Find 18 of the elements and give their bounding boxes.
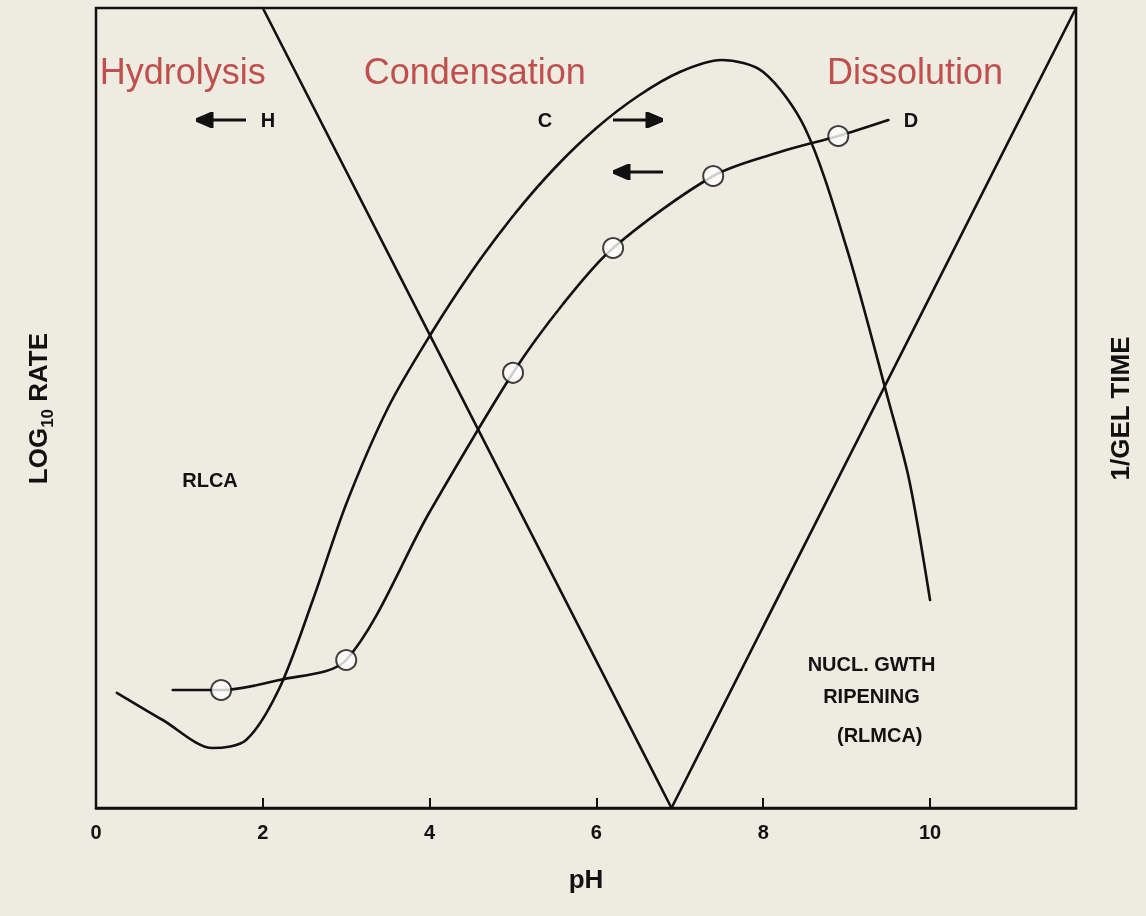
y2-axis-title: 1/GEL TIME	[1104, 336, 1136, 480]
x-tick-label: 0	[90, 821, 102, 843]
x-tick-label: 2	[257, 821, 269, 843]
annotation: Condensation	[363, 51, 586, 93]
annotation: NUCL. GWTH	[807, 652, 936, 676]
annotation: Hydrolysis	[99, 51, 266, 93]
annotation: RIPENING	[823, 685, 920, 709]
annotation: C	[537, 108, 553, 132]
x-tick-label: 4	[424, 821, 437, 843]
x-tick-label: 8	[757, 821, 769, 843]
annotation: D	[903, 108, 919, 132]
x-tick-label: 10	[918, 821, 942, 843]
x-tick-label: 6	[590, 821, 602, 843]
annotation: RLCA	[182, 468, 238, 492]
annotation: (RLMCA)	[837, 723, 923, 747]
annotation: Dissolution	[827, 51, 1004, 93]
annotation: H	[260, 108, 276, 132]
x-axis-title: pH	[568, 864, 604, 894]
